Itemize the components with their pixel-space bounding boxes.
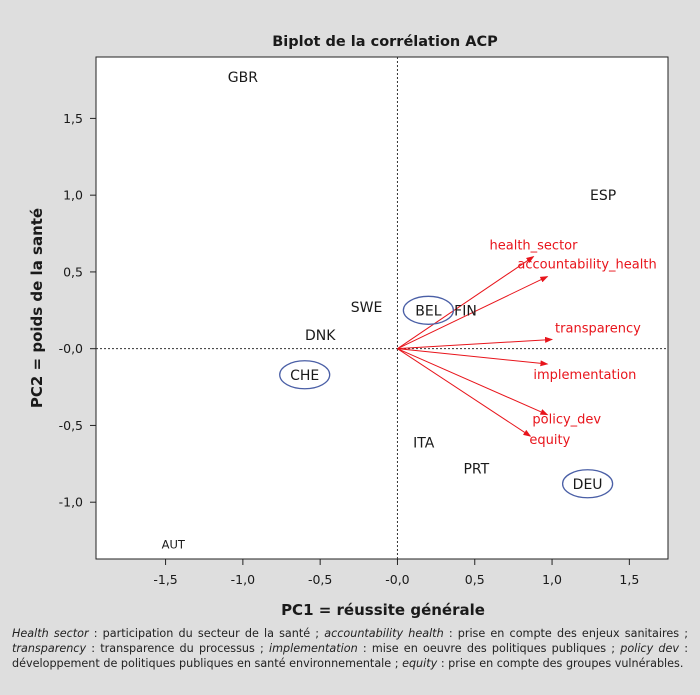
highlight-circle-che	[279, 360, 331, 390]
country-label-bel: BEL	[415, 303, 441, 319]
caption-text: : prise en compte des groupes vulnérable…	[437, 657, 684, 670]
caption-text: : participation du secteur de la santé ;	[88, 627, 325, 640]
x-tick-label: 1,5	[619, 572, 639, 587]
x-tick-label: 1,0	[542, 572, 562, 587]
plot-frame	[95, 56, 669, 560]
caption-term-accountability-health: accountability health	[324, 627, 444, 640]
y-tick-label: -0,0	[59, 341, 83, 356]
caption-text: : prise en compte des enjeux sanitaires …	[443, 627, 688, 640]
reference-lines	[96, 57, 668, 559]
loading-arrow-implementation	[397, 348, 549, 367]
biplot-chart: Biplot de la corrélation ACP PC1 = réuss…	[28, 34, 669, 619]
chart-title: Biplot de la corrélation ACP	[272, 34, 498, 50]
loading-arrow-equity	[397, 348, 532, 437]
highlight-circle-deu	[561, 469, 614, 499]
country-label-che: CHE	[290, 368, 319, 384]
x-axis: -1,5 -1,0 -0,5 -0,0 0,5 1,0 1,5	[153, 559, 639, 587]
country-label-ita: ITA	[413, 435, 435, 451]
caption-text: : transparence du processus ;	[86, 642, 270, 655]
y-tick-label: -1,0	[59, 495, 83, 510]
x-axis-label: PC1 = réussite générale	[281, 601, 485, 619]
country-label-esp: ESP	[590, 188, 616, 204]
loading-vectors: health_sector accountability_healthtransp…	[397, 239, 657, 448]
plot-background	[96, 57, 668, 559]
country-label-deu: DEU	[573, 477, 603, 493]
loading-arrow-health-sector	[397, 256, 535, 350]
y-axis-label: PC2 = poids de la santé	[28, 208, 46, 408]
caption-term-equity: equity	[402, 657, 438, 670]
x-tick-label: -1,5	[153, 572, 177, 587]
country-label-gbr: GBR	[228, 70, 258, 86]
country-label-aut: AUT	[162, 538, 186, 552]
caption-term-health-sector: Health sector	[12, 627, 89, 640]
y-tick-label: 0,5	[63, 264, 83, 279]
loading-label-health-sector: health_sector	[490, 239, 579, 254]
caption-text: : développement de politiques publiques …	[12, 642, 688, 670]
loading-label-equity: equity	[529, 433, 570, 448]
loading-label-policy-dev: policy_dev	[532, 413, 601, 428]
figure-caption: Health sector : participation du secteur…	[12, 626, 688, 671]
country-label-prt: PRT	[463, 461, 489, 477]
loading-label-transparency: transparency	[555, 321, 641, 336]
x-tick-label: -0,5	[308, 572, 332, 587]
country-label-dnk: DNK	[305, 328, 336, 344]
caption-text: : mise en oeuvre des politiques publique…	[357, 642, 621, 655]
y-axis: 1,5 1,0 0,5 -0,0 -0,5 -1,0	[59, 111, 96, 510]
country-labels: GBR ESP SWE BEL FIN DNK CHE ITA PRT DEU AUT	[162, 70, 617, 552]
y-tick-label: 1,0	[63, 188, 83, 203]
loading-arrow-policy-dev	[397, 348, 549, 416]
x-tick-label: 0,5	[465, 572, 485, 587]
caption-term-implementation: implementation	[269, 642, 358, 655]
y-tick-label: 1,5	[63, 111, 83, 126]
loading-arrow-transparency	[397, 336, 554, 350]
highlight-circle-bel	[402, 295, 455, 325]
country-label-fin: FIN	[454, 303, 477, 319]
y-tick-label: -0,5	[59, 418, 83, 433]
loading-label-accountability-health: accountability_health	[517, 258, 656, 273]
loading-arrow-accountability-health	[397, 276, 549, 350]
country-label-swe: SWE	[351, 300, 383, 316]
caption-term-policy-dev: policy dev	[620, 642, 680, 655]
loading-label-implementation: implementation	[533, 368, 636, 383]
caption-term-transparency: transparency	[12, 642, 87, 655]
x-tick-label: -1,0	[231, 572, 255, 587]
x-tick-label: -0,0	[385, 572, 409, 587]
